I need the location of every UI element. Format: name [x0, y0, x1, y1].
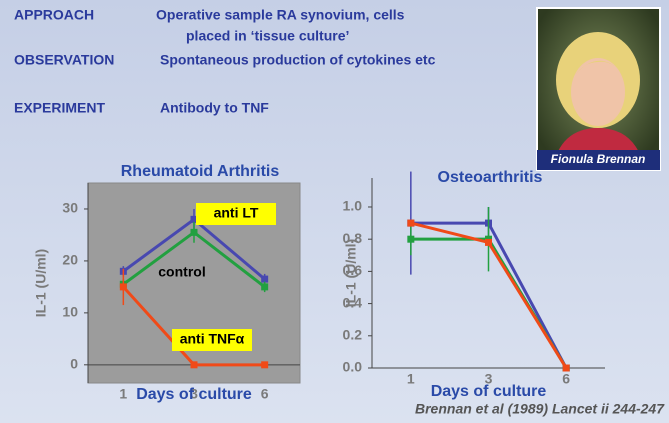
y-tick-label: 0.4	[343, 294, 363, 310]
chart-title: Osteoarthritis	[438, 169, 543, 186]
x-tick-label: 6	[261, 386, 269, 402]
data-point	[485, 238, 492, 246]
y-tick-label: 10	[62, 304, 78, 320]
x-tick-label: 1	[119, 386, 127, 402]
row-text: Spontaneous production of cytokines etc	[160, 52, 436, 68]
label-box	[172, 329, 252, 351]
data-point	[261, 283, 269, 291]
data-point	[190, 215, 198, 223]
row-label: APPROACH	[14, 7, 94, 23]
row-text: Antibody to TNF	[160, 100, 269, 116]
citation: Brennan et al (1989) Lancet ii 244-247	[415, 401, 665, 417]
photo: Fionula Brennan	[536, 7, 661, 171]
y-tick-label: 1.0	[343, 198, 363, 214]
y-tick-label: 20	[62, 252, 78, 268]
y-tick-label: 0.0	[343, 359, 363, 375]
y-tick-label: 0.2	[343, 326, 363, 342]
x-tick-label: 6	[562, 371, 570, 387]
y-axis-title: IL-1 (U/ml)	[33, 249, 49, 317]
y-axis-title: IL-1 (U/ml)	[343, 239, 359, 307]
y-tick-label: 0.6	[343, 262, 363, 278]
chart-title: Rheumatoid Arthritis	[121, 163, 280, 180]
data-point	[407, 235, 415, 243]
label-box	[196, 203, 276, 225]
row-label: EXPERIMENT	[14, 100, 105, 116]
x-axis-title: Days of culture	[431, 383, 547, 400]
row-text: Operative sample RA synovium, cells	[156, 7, 405, 23]
series-label: anti LT	[214, 205, 259, 221]
data-point	[190, 228, 198, 236]
data-point	[261, 275, 269, 283]
photo-caption: Fionula Brennan	[551, 152, 646, 166]
data-point	[261, 361, 269, 369]
data-point	[407, 219, 415, 227]
x-tick-label: 3	[485, 371, 493, 387]
row-label: OBSERVATION	[14, 52, 114, 68]
y-tick-label: 0.8	[343, 230, 363, 246]
data-point	[119, 283, 127, 291]
x-axis-title: Days of culture	[136, 386, 252, 403]
data-point	[190, 361, 198, 369]
y-tick-label: 0	[70, 356, 78, 372]
series-label: anti TNFα	[180, 331, 245, 347]
x-tick-label: 3	[190, 386, 198, 402]
x-tick-label: 1	[407, 371, 415, 387]
data-point	[562, 364, 570, 372]
y-tick-label: 30	[62, 200, 78, 216]
row-text: placed in ‘tissue culture’	[186, 28, 349, 44]
series-label: control	[158, 264, 205, 280]
